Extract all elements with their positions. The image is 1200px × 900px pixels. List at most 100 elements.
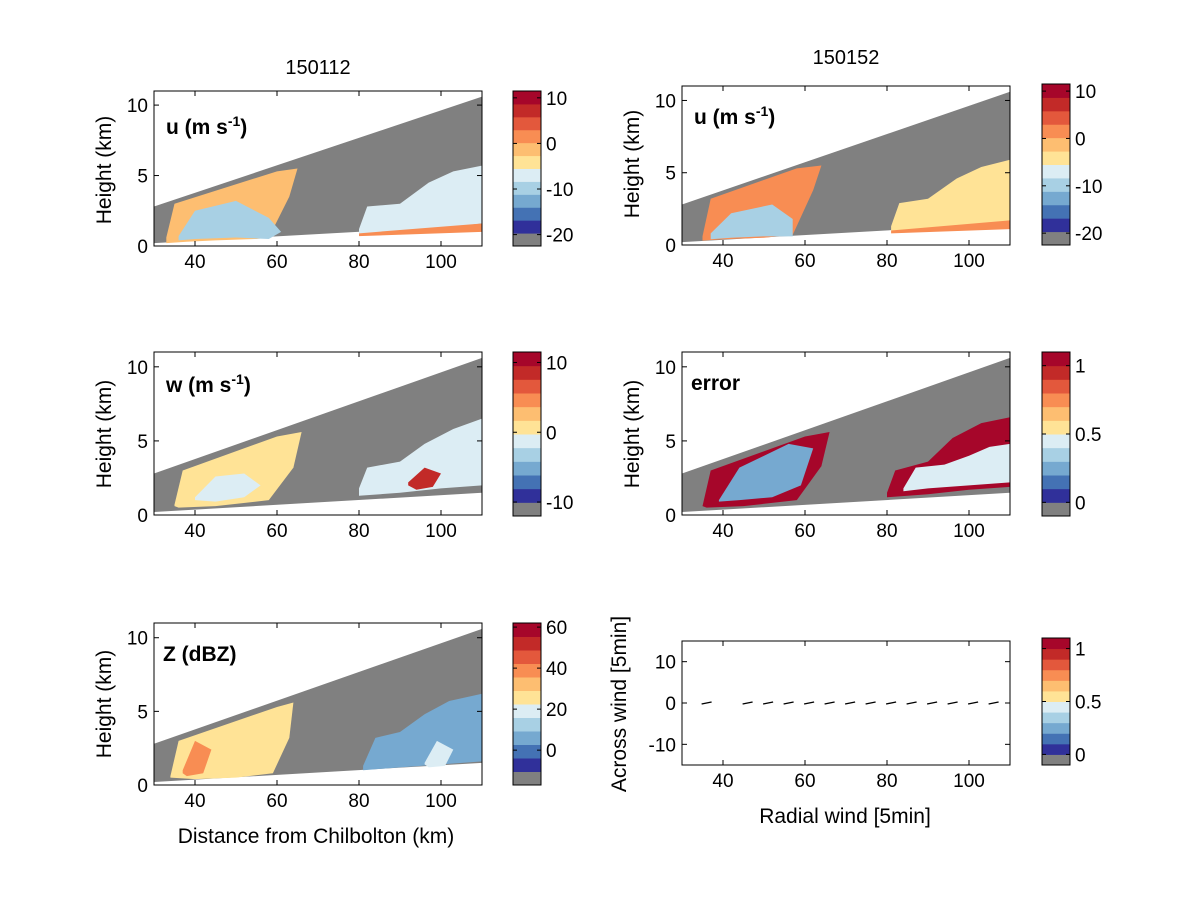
colorbar-swatch: [513, 677, 541, 691]
colorbar-swatch: [513, 207, 541, 221]
colorbar-swatch: [513, 379, 541, 394]
colorbar-swatch: [1042, 177, 1070, 192]
colorbar-swatch: [513, 488, 541, 503]
z-colorbar: 60 40 20 0: [512, 618, 567, 786]
z-xlabel: Distance from Chilbolton (km): [178, 825, 455, 848]
colorbar-tick-label: 0: [1075, 493, 1086, 514]
y-tick-label: 0: [665, 694, 676, 715]
x-tick-label: 40: [184, 521, 205, 542]
colorbar-swatch: [513, 103, 541, 118]
colorbar-swatch: [1042, 743, 1070, 755]
y-tick-label: 5: [665, 164, 676, 185]
colorbar-swatch: [513, 650, 541, 664]
colorbar-swatch: [513, 352, 541, 367]
x-tick-label: 40: [184, 252, 205, 273]
wind-vector-9: [906, 701, 917, 705]
x-tick-label: 60: [794, 771, 815, 792]
colorbar-swatch: [1042, 690, 1070, 702]
w-colorbar: 10 0 -10: [512, 351, 573, 517]
colorbar-tick-label: 20: [546, 700, 567, 721]
z-plot-area: 40 60 80 100 0 5 10: [127, 622, 483, 812]
colorbar-tick-label: 10: [546, 89, 567, 110]
x-tick-label: 100: [953, 251, 985, 272]
error-panel-label: error: [691, 372, 740, 395]
colorbar-tick-label: -20: [1075, 224, 1102, 245]
colorbar-swatch: [1042, 231, 1070, 246]
colorbar-swatch: [513, 623, 541, 637]
colorbar-frame: [512, 90, 542, 247]
colorbar-swatch: [1042, 110, 1070, 125]
colorbar-swatch: [1042, 712, 1070, 724]
colorbar-swatch: [513, 155, 541, 169]
y-tick-label: 10: [655, 91, 676, 112]
colorbar-swatch: [513, 181, 541, 195]
colorbar-swatch: [1042, 97, 1070, 112]
axes-frame: [681, 85, 1011, 246]
colorbar-tick-label: 0.5: [1075, 425, 1101, 446]
column-title-left: 150112: [285, 57, 350, 79]
x-tick-label: 60: [266, 521, 287, 542]
y-tick-label: 0: [137, 776, 148, 797]
y-tick-label: 5: [137, 167, 148, 188]
u-150112-ylabel: Height (km): [93, 116, 116, 225]
axes-frame: [153, 351, 483, 516]
colorbar-swatch: [513, 129, 541, 144]
y-tick-label: 10: [127, 629, 148, 650]
colorbar-tick-label: -10: [546, 493, 573, 514]
z-ylabel: Height (km): [93, 650, 116, 759]
colorbar-swatch: [1042, 701, 1070, 713]
w-plot-area: 40 60 80 100 0 5 10: [127, 351, 483, 542]
colorbar-swatch: [513, 233, 541, 247]
x-tick-label: 60: [266, 791, 287, 812]
colorbar-swatch: [1042, 137, 1070, 152]
colorbar-tick-label: 0: [1075, 129, 1086, 150]
colorbar-swatch: [513, 91, 541, 105]
colorbar-frame: [512, 622, 542, 786]
u-150152-panel-label: u (m s-1): [694, 103, 775, 129]
x-tick-label: 100: [953, 521, 985, 542]
x-tick-label: 80: [348, 521, 369, 542]
colorbar-swatch: [1042, 754, 1070, 766]
u-150152-colorbar: 10 0 -10 -20: [1041, 82, 1102, 246]
colorbar-swatch: [513, 447, 541, 462]
colorbar-swatch: [1042, 191, 1070, 206]
colorbar-swatch: [513, 690, 541, 705]
data-region-1: [178, 200, 282, 241]
colorbar-tick-label: 0: [546, 423, 557, 444]
data-region-3: [408, 467, 441, 490]
x-tick-label: 60: [794, 521, 815, 542]
colorbar-swatch: [1042, 124, 1070, 139]
error-plot-area: 40 60 80 100 0 5 10: [655, 351, 1011, 542]
colorbar-swatch: [513, 420, 541, 435]
x-tick-label: 40: [184, 791, 205, 812]
x-tick-label: 40: [712, 251, 733, 272]
colorbar-swatch: [513, 461, 541, 476]
colorbar-swatch: [513, 704, 541, 718]
y-tick-label: 0: [137, 506, 148, 527]
y-tick-label: 10: [655, 653, 676, 674]
data-region-1: [195, 473, 261, 502]
colorbar-swatch: [513, 771, 541, 786]
colorbar-swatch: [1042, 733, 1070, 745]
colorbar-swatch: [1042, 352, 1070, 367]
y-tick-label: 10: [655, 358, 676, 379]
wind-vector-10: [926, 701, 938, 705]
colorbar-frame: [512, 351, 542, 517]
data-region-3: [359, 223, 482, 237]
colorbar-swatch: [513, 731, 541, 745]
u-150152-plot-area: 40 60 80 100 0 5 10: [655, 85, 1011, 272]
wind-vector-8: [885, 701, 897, 705]
wind-vector-1: [742, 701, 753, 705]
colorbar-swatch: [513, 406, 541, 421]
colorbar-swatch: [513, 758, 541, 772]
colorbar-swatch: [513, 116, 541, 131]
colorbar-frame: [1041, 83, 1071, 246]
colorbar-swatch: [513, 475, 541, 490]
u-150112-colorbar: 10 0 -10 -20: [512, 89, 573, 247]
wind-vector-0: [701, 701, 712, 705]
u-150152-ylabel: Height (km): [621, 110, 644, 219]
x-tick-label: 100: [425, 252, 457, 273]
